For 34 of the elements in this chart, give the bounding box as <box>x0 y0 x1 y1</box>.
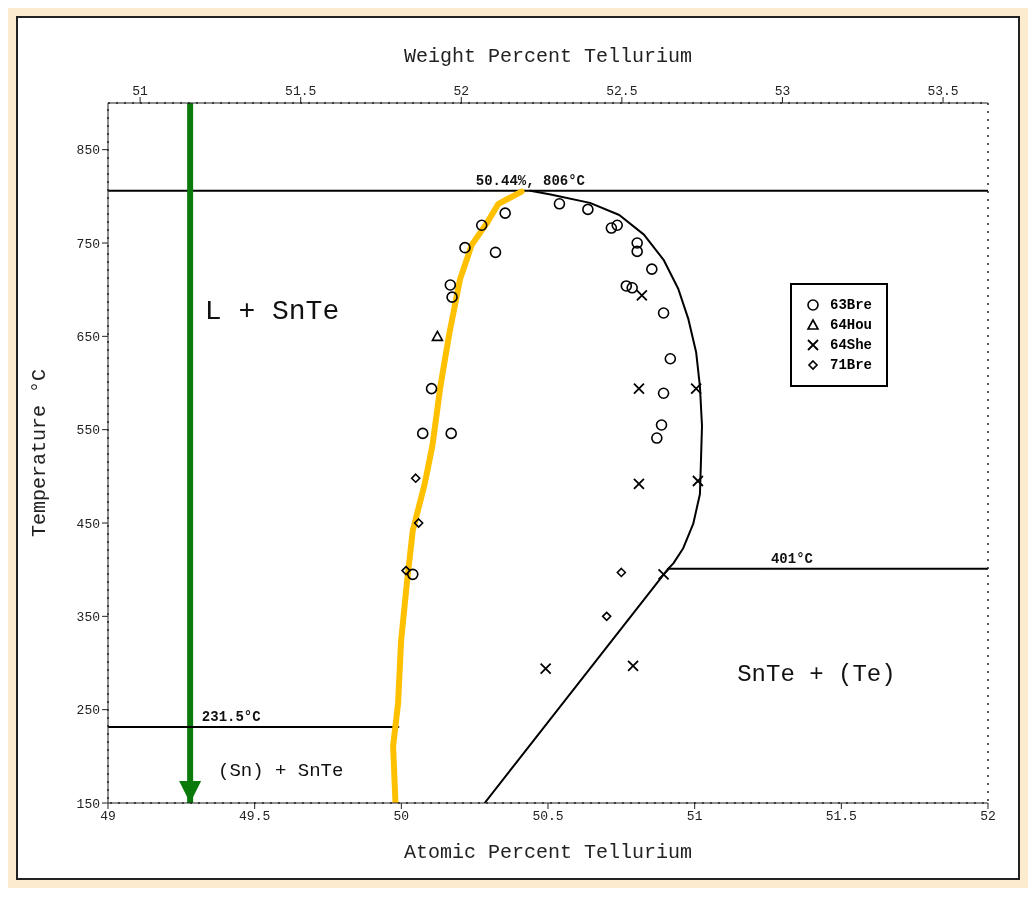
legend-label: 64Hou <box>829 317 872 333</box>
x-tick-label: 51.5 <box>825 809 857 825</box>
x2-tick-label: 53.5 <box>927 84 959 99</box>
x-axis-title: Atomic Percent Tellurium <box>403 841 693 864</box>
legend-label: 64She <box>829 337 872 353</box>
y-axis-title: Temperature °C <box>28 368 52 538</box>
x2-tick-label: 51 <box>132 84 149 99</box>
x-tick-label: 51 <box>686 809 703 825</box>
x2-axis-title: Weight Percent Tellurium <box>403 45 693 69</box>
annotation: L + SnTe <box>204 295 340 327</box>
legend-label: 63Bre <box>829 297 872 313</box>
x2-tick-label: 52.5 <box>606 84 638 99</box>
annotation: 50.44%, 806°C <box>475 172 586 189</box>
x-tick-label: 49 <box>100 809 116 825</box>
y-tick-label: 850 <box>76 143 100 159</box>
legend-label: 71Bre <box>829 357 872 373</box>
y-tick-label: 150 <box>76 796 100 812</box>
y-tick-label: 650 <box>76 329 100 345</box>
annotation: (Sn) + SnTe <box>218 760 344 783</box>
x2-tick-label: 52 <box>453 84 470 99</box>
y-tick-label: 550 <box>76 423 100 439</box>
x-tick-label: 50 <box>393 809 410 825</box>
y-tick-label: 250 <box>76 703 100 719</box>
x2-tick-label: 51.5 <box>285 84 317 99</box>
x2-tick-label: 53 <box>774 84 791 99</box>
annotation: 401°C <box>770 550 814 567</box>
y-tick-label: 450 <box>76 516 100 532</box>
x-tick-label: 52 <box>980 809 996 825</box>
annotation: 231.5°C <box>201 708 262 725</box>
x-tick-label: 49.5 <box>239 809 271 825</box>
y-tick-label: 750 <box>76 236 100 252</box>
y-tick-label: 350 <box>76 609 100 625</box>
annotation: SnTe + (Te) <box>737 660 896 688</box>
x-tick-label: 50.5 <box>532 809 564 825</box>
